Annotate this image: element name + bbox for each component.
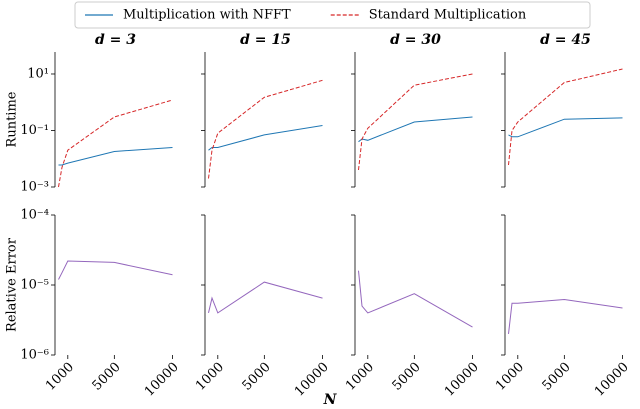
series-line [508,298,623,334]
y-axis-label: Runtime [5,91,20,147]
y-tick-label: 10⁻¹ [20,123,49,138]
x-tick-label: 1000 [493,360,527,394]
y-tick-label: 10⁻³ [20,180,49,195]
x-tick-label: 5000 [90,360,124,394]
x-tick-label: 1000 [193,360,227,394]
x-tick-label: 10000 [442,360,482,400]
x-tick-label: 5000 [540,360,574,394]
series-line [208,281,323,314]
series-line [58,99,173,188]
series-line [358,116,473,143]
x-tick-label: 5000 [390,360,424,394]
panel-title: d = 3 [95,32,136,48]
panel-title: d = 30 [390,32,441,48]
series-line [208,125,323,151]
x-tick-label: 10000 [142,360,182,400]
legend-label: Standard Multiplication [369,8,527,23]
series-line [508,117,623,138]
y-tick-label: 10⁻⁶ [20,348,49,363]
panel-title: d = 15 [240,32,291,48]
x-tick-label: 10000 [592,360,632,400]
y-tick-label: 10⁻⁵ [20,278,49,293]
series-line [58,260,173,280]
panel-title: d = 45 [540,32,591,48]
x-tick-label: 1000 [43,360,77,394]
x-axis-label: N [323,392,338,408]
series-line [358,270,473,328]
x-tick-label: 1000 [343,360,377,394]
series-line [58,147,173,166]
series-line [358,73,473,171]
y-tick-label: 10¹ [27,66,49,81]
legend-label: Multiplication with NFFT [123,8,291,23]
x-tick-label: 5000 [240,360,274,394]
series-line [208,79,323,179]
y-tick-label: 10⁻⁴ [20,208,49,223]
series-line [508,68,623,166]
y-axis-label: Relative Error [5,237,20,332]
